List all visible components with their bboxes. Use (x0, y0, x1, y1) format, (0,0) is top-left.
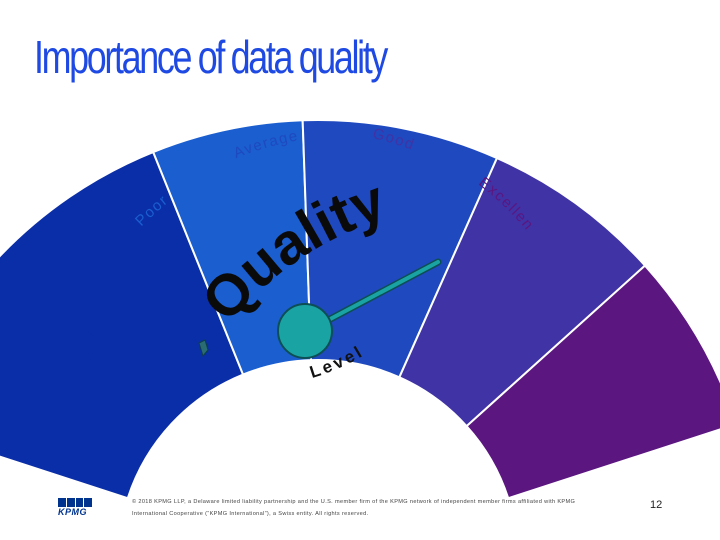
segment-excellent (465, 264, 720, 500)
page-number: 12 (650, 499, 663, 511)
logo-boxes (58, 498, 92, 507)
needle-pivot-marker (198, 339, 209, 358)
segment-very-poor (0, 150, 245, 500)
copyright-footer: © 2018 KPMG LLP, a Delaware limited liab… (132, 499, 576, 517)
kpmg-logo: KPMG (58, 498, 92, 518)
slide-title: Importance of data quality (34, 31, 388, 83)
needle-hub (277, 303, 333, 359)
gauge-needle (198, 258, 442, 359)
logo-text: KPMG (58, 507, 87, 517)
